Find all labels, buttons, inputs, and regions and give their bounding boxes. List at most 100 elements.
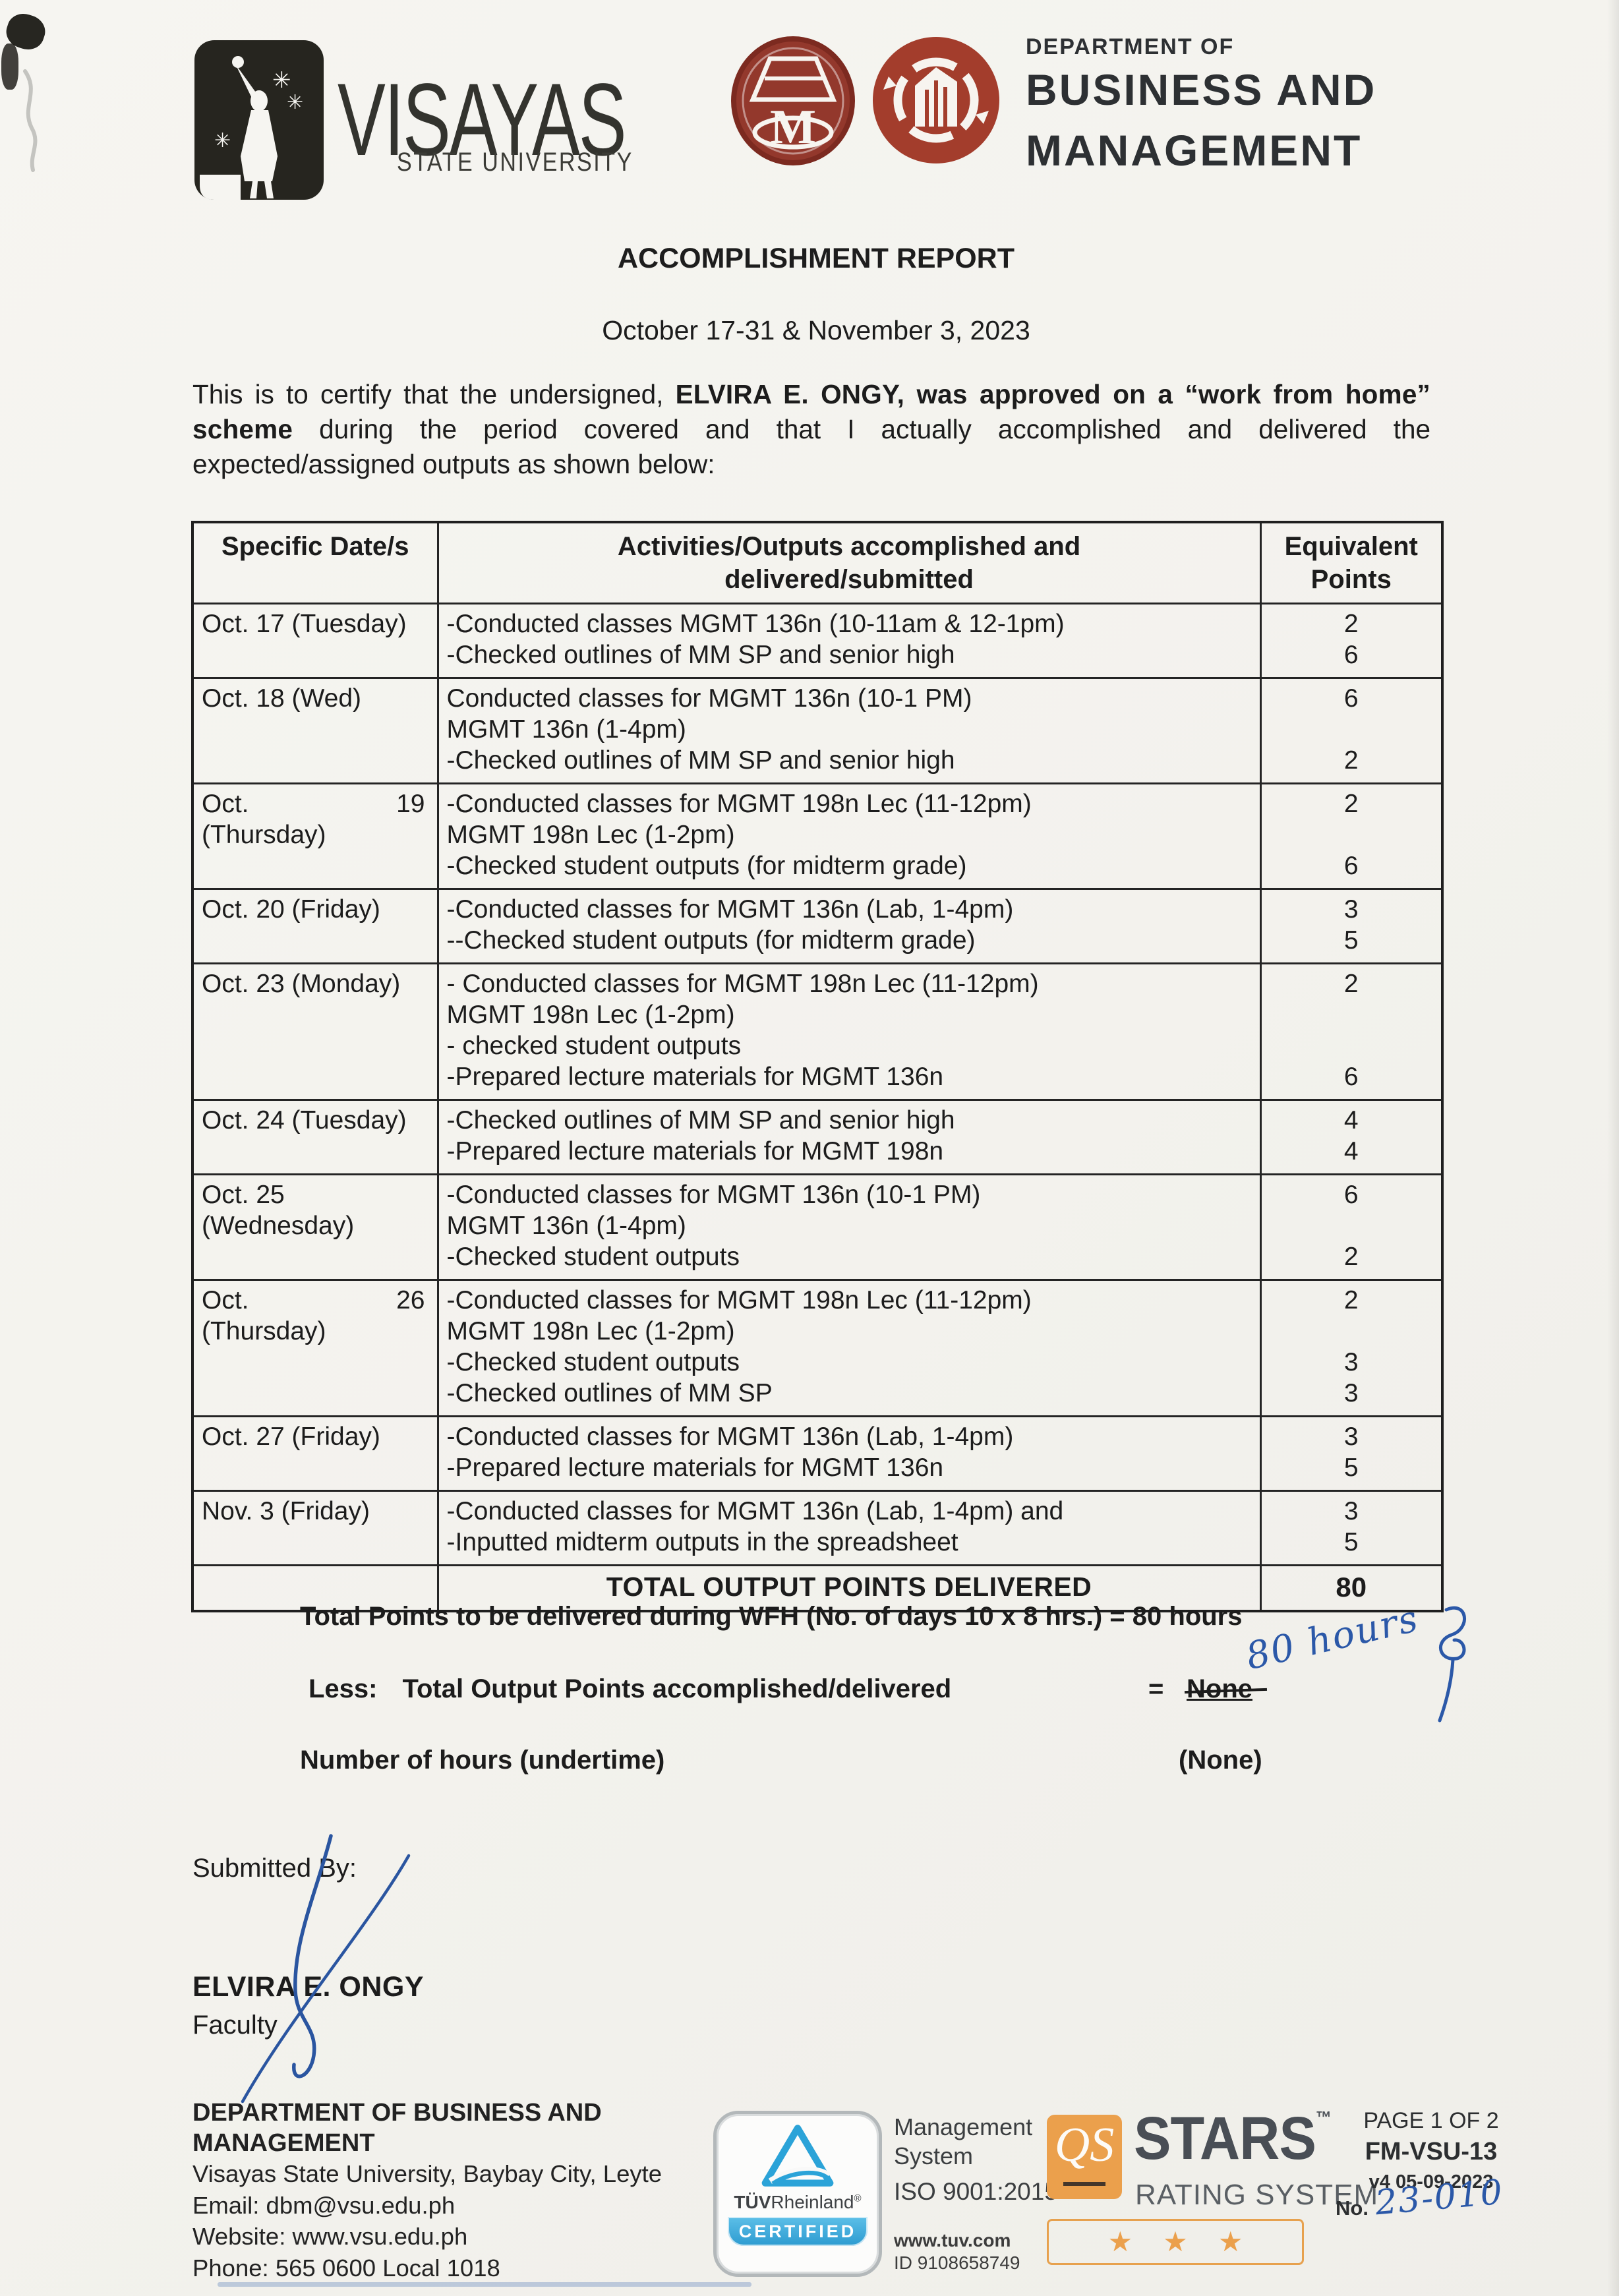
scan-artifact-edge-line bbox=[218, 2282, 751, 2287]
scan-shadow-right-edge bbox=[1607, 0, 1619, 2296]
activity-line: -Checked student outputs bbox=[446, 1243, 740, 1271]
sparkle-icon: ✳ bbox=[272, 68, 291, 93]
scan-artifact-squiggle bbox=[23, 69, 38, 172]
points-value: 2 bbox=[1343, 1243, 1359, 1271]
table-row: Oct. 27 (Friday) -Conducted classes for M… bbox=[191, 1415, 1444, 1492]
activities-cell: -Checked outlines of MM SP and senior hi… bbox=[436, 1099, 1262, 1175]
activity-line: -Conducted classes for MGMT 136n (Lab, 1… bbox=[446, 1423, 1014, 1451]
activity-line: -Prepared lecture materials for MGMT 136… bbox=[446, 1063, 944, 1091]
points-value: 2 bbox=[1343, 790, 1359, 818]
activity-line: Conducted classes for MGMT 136n (10-1 PM… bbox=[446, 684, 972, 713]
date-cell: Oct. 23 (Monday) bbox=[191, 962, 439, 1101]
total-points-line: Total Points to be delivered during WFH … bbox=[300, 1602, 1243, 1631]
points-value bbox=[1270, 1316, 1434, 1347]
less-label: Less: bbox=[309, 1674, 378, 1703]
points-value: 2 bbox=[1343, 970, 1359, 998]
tuv-system: System bbox=[894, 2142, 974, 2169]
table-row: Oct. 19 (Thursday) -Conducted classes for M… bbox=[191, 782, 1444, 890]
header-points-line2: Points bbox=[1310, 565, 1392, 594]
header-specific-dates: Specific Date/s bbox=[191, 521, 439, 604]
points-value: 3 bbox=[1343, 1497, 1359, 1525]
date-month: Oct. bbox=[202, 1286, 249, 1314]
activities-cell: Conducted classes for MGMT 136n (10-1 PM… bbox=[436, 677, 1262, 784]
footer-website: Website: www.vsu.edu.ph bbox=[192, 2223, 468, 2250]
tuv-certified-band: CERTIFIED bbox=[728, 2217, 868, 2246]
activities-cell: -Conducted classes for MGMT 198n Lec (11… bbox=[436, 1279, 1262, 1417]
table-row: Nov. 3 (Friday) -Conducted classes for MG… bbox=[191, 1490, 1444, 1566]
activity-line: -Prepared lecture materials for MGMT 136… bbox=[446, 1454, 944, 1482]
date-cell: Oct. 18 (Wed) bbox=[191, 677, 439, 784]
table-header-row: Specific Date/s Activities/Outputs accom… bbox=[191, 521, 1444, 604]
tuv-iso: ISO 9001:2015 bbox=[894, 2178, 1058, 2205]
activity-line: -Conducted classes for MGMT 136n (Lab, 1… bbox=[446, 1497, 1064, 1525]
trademark-mark: ™ bbox=[1315, 2107, 1332, 2127]
total-value: 80 bbox=[1259, 1564, 1444, 1612]
activity-line: -Conducted classes for MGMT 198n Lec (11… bbox=[446, 790, 1032, 818]
certification-paragraph: This is to certify that the undersigned,… bbox=[192, 377, 1430, 482]
header-activities-line1: Activities/Outputs accomplished and bbox=[617, 532, 1081, 561]
date-line: (Thursday) bbox=[202, 1317, 326, 1345]
department-of-label: DEPARTMENT OF bbox=[1026, 34, 1235, 59]
points-cell: 2 3 3 bbox=[1259, 1279, 1444, 1417]
no-label: No. bbox=[1336, 2196, 1369, 2220]
department-name-line2: MANAGEMENT bbox=[1026, 126, 1363, 175]
department-name-line1: BUSINESS AND bbox=[1026, 65, 1377, 114]
accomplishment-table-wrapper: Specific Date/s Activities/Outputs accom… bbox=[191, 521, 1444, 1612]
activities-cell: - Conducted classes for MGMT 198n Lec (1… bbox=[436, 962, 1262, 1101]
footer-address: Visayas State University, Baybay City, L… bbox=[192, 2160, 662, 2187]
submitted-by-label: Submitted By: bbox=[192, 1854, 357, 1883]
activities-cell: -Conducted classes for MGMT 136n (10-1 P… bbox=[436, 1173, 1262, 1281]
form-version: v4 05-09-2023 bbox=[1369, 2171, 1494, 2193]
activities-cell: -Conducted classes for MGMT 198n Lec (11… bbox=[436, 782, 1262, 890]
points-value: 6 bbox=[1343, 1063, 1359, 1091]
less-printed-value: None bbox=[1187, 1674, 1252, 1703]
points-cell: 2 6 bbox=[1259, 962, 1444, 1101]
intro-post: during the period covered and that I act… bbox=[192, 414, 1430, 479]
undertime-value: (None) bbox=[1179, 1746, 1262, 1775]
star-icon: ★ bbox=[1218, 2226, 1243, 2257]
tuv-management: Management bbox=[894, 2113, 1033, 2140]
date-line: Nov. 3 (Friday) bbox=[202, 1497, 370, 1525]
table-row: Oct. 18 (Wed) Conducted classes for MGMT … bbox=[191, 677, 1444, 784]
date-line: Oct. 19 bbox=[202, 788, 429, 819]
activity-line: -Conducted classes for MGMT 136n (Lab, 1… bbox=[446, 895, 1014, 924]
date-month: Oct. bbox=[202, 790, 249, 818]
footer-department-block: DEPARTMENT OF BUSINESS AND MANAGEMENT Vi… bbox=[192, 2098, 662, 2283]
qs-logo: QS bbox=[1047, 2115, 1122, 2199]
points-value: 5 bbox=[1343, 1454, 1359, 1482]
points-value: 6 bbox=[1343, 684, 1359, 713]
signatory-role: Faculty bbox=[192, 2011, 278, 2040]
points-value: 3 bbox=[1343, 1423, 1359, 1451]
points-value: 6 bbox=[1343, 852, 1359, 880]
activities-cell: -Conducted classes for MGMT 136n (Lab, 1… bbox=[436, 888, 1262, 964]
points-cell: 2 6 bbox=[1259, 782, 1444, 890]
points-value: 5 bbox=[1343, 1528, 1359, 1556]
header-equivalent-points: Equivalent Points bbox=[1259, 521, 1444, 604]
footer-phone: Phone: 565 0600 Local 1018 bbox=[192, 2254, 500, 2281]
points-cell: 6 2 bbox=[1259, 677, 1444, 784]
points-value: 2 bbox=[1343, 610, 1359, 638]
less-line: Less: Total Output Points accomplished/d… bbox=[309, 1674, 951, 1704]
points-value bbox=[1270, 1030, 1434, 1061]
qs-rating-system-label: RATING SYSTEM bbox=[1135, 2179, 1379, 2211]
table-total-row: TOTAL OUTPUT POINTS DELIVERED 80 bbox=[191, 1564, 1444, 1612]
stars-text: STARS bbox=[1134, 2105, 1316, 2172]
report-period: October 17-31 & November 3, 2023 bbox=[602, 315, 1030, 345]
date-cell: Oct. 26 (Thursday) bbox=[191, 1279, 439, 1417]
activity-line: -Checked outlines of MM SP and senior hi… bbox=[446, 1106, 955, 1134]
date-line: Oct. 24 (Tuesday) bbox=[202, 1106, 407, 1134]
activity-line: -Conducted classes for MGMT 198n Lec (11… bbox=[446, 1286, 1032, 1314]
scan-artifact-blob bbox=[1, 44, 18, 90]
date-line: (Wednesday) bbox=[202, 1212, 355, 1240]
signatory-name: ELVIRA E. ONGY bbox=[192, 1971, 425, 2003]
intro-pre: This is to certify that the undersigned, bbox=[192, 379, 676, 409]
activity-line: - Conducted classes for MGMT 198n Lec (1… bbox=[446, 970, 1039, 998]
star-icon: ★ bbox=[1107, 2226, 1133, 2257]
intro-bold-name-scheme: ELVIRA E. ONGY, was approved on a “work … bbox=[192, 379, 1430, 444]
signature bbox=[241, 1834, 411, 2104]
footer-dept-line1: DEPARTMENT OF BUSINESS AND bbox=[192, 2099, 602, 2127]
date-cell: Oct. 17 (Tuesday) bbox=[191, 603, 439, 679]
activity-line: -Checked outlines of MM SP and senior hi… bbox=[446, 641, 955, 669]
